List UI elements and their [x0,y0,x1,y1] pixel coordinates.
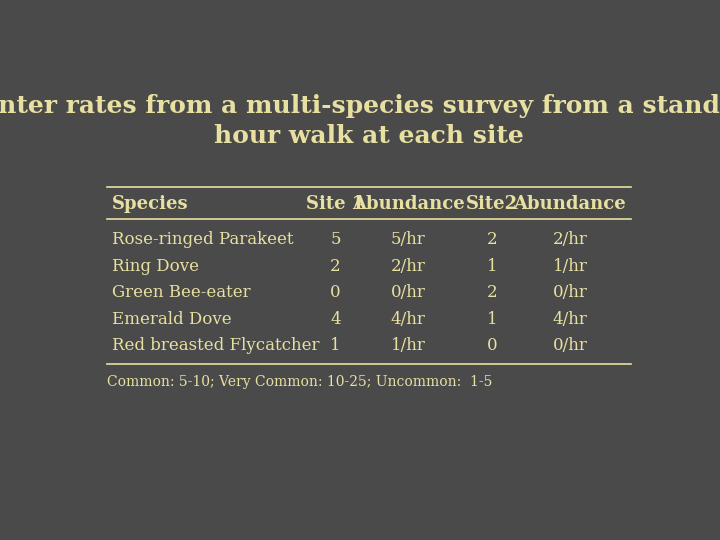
Text: 1: 1 [487,258,497,275]
Text: Emerald Dove: Emerald Dove [112,310,232,328]
Text: 4/hr: 4/hr [552,310,588,328]
Text: 2/hr: 2/hr [391,258,426,275]
Text: 0/hr: 0/hr [552,284,588,301]
Text: 0: 0 [330,284,341,301]
Text: 2/hr: 2/hr [552,231,588,248]
Text: 1/hr: 1/hr [391,337,426,354]
Text: Green Bee-eater: Green Bee-eater [112,284,251,301]
Text: 2: 2 [487,231,497,248]
Text: 4: 4 [330,310,341,328]
Text: Red breasted Flycatcher: Red breasted Flycatcher [112,337,320,354]
Text: Abundance: Abundance [513,195,626,213]
Text: Site 1: Site 1 [306,195,365,213]
Text: 0/hr: 0/hr [552,337,588,354]
Text: 1/hr: 1/hr [552,258,588,275]
Text: Ring Dove: Ring Dove [112,258,199,275]
Text: Encounter rates from a multi-species survey from a standard one
hour walk at eac: Encounter rates from a multi-species sur… [0,94,720,147]
Text: 2: 2 [487,284,497,301]
Text: 2: 2 [330,258,341,275]
Text: Rose-ringed Parakeet: Rose-ringed Parakeet [112,231,294,248]
Text: Common: 5-10; Very Common: 10-25; Uncommon:  1-5: Common: 5-10; Very Common: 10-25; Uncomm… [107,375,492,389]
Text: Site2: Site2 [466,195,518,213]
Text: 5: 5 [330,231,341,248]
Text: 5/hr: 5/hr [391,231,426,248]
Text: Abundance: Abundance [351,195,464,213]
Text: Species: Species [112,195,189,213]
Text: 0: 0 [487,337,497,354]
Text: 4/hr: 4/hr [391,310,426,328]
Text: 1: 1 [330,337,341,354]
Text: 0/hr: 0/hr [391,284,426,301]
Text: 1: 1 [487,310,497,328]
